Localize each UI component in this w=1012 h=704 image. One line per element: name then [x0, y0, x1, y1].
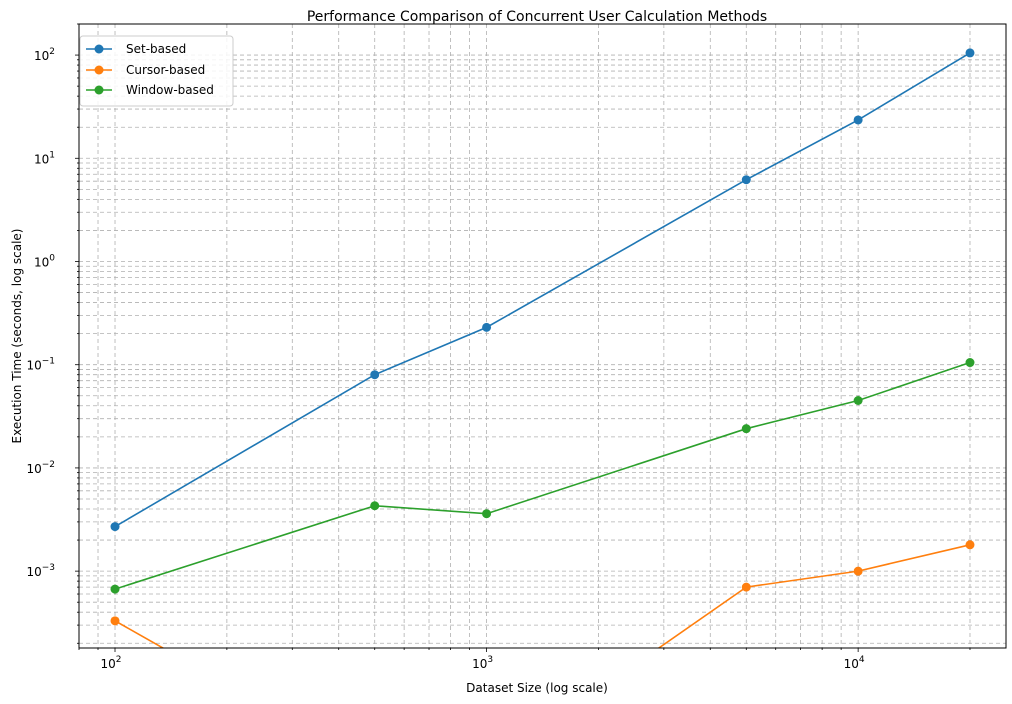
data-point-window-based — [482, 509, 492, 519]
data-point-set-based — [965, 48, 975, 58]
series-line-cursor-based — [114, 544, 971, 648]
data-point-set-based — [110, 522, 120, 532]
y-axis-label: Execution Time (seconds, log scale) — [10, 229, 24, 444]
data-point-set-based — [853, 115, 863, 125]
legend-marker-cursor-based — [94, 65, 104, 75]
series-line-set-based — [114, 52, 971, 528]
data-point-set-based — [370, 370, 380, 380]
series-layer — [114, 52, 971, 648]
data-point-window-based — [370, 501, 380, 511]
data-point-window-based — [853, 396, 863, 406]
data-point-window-based — [110, 584, 120, 594]
data-point-window-based — [741, 424, 751, 434]
chart-title: Performance Comparison of Concurrent Use… — [307, 9, 767, 25]
data-point-cursor-based — [741, 582, 751, 592]
legend-box — [79, 35, 234, 107]
legend-marker-set-based — [94, 44, 104, 54]
data-point-cursor-based — [965, 540, 975, 550]
data-point-set-based — [482, 322, 492, 332]
plot-frame — [78, 23, 1007, 649]
x-axis-label: Dataset Size (log scale) — [466, 681, 608, 695]
data-point-cursor-based — [853, 566, 863, 576]
data-point-set-based — [741, 175, 751, 185]
legend-label-cursor-based: Cursor-based — [126, 63, 205, 77]
series-line-window-based — [114, 361, 971, 590]
legend-label-set-based: Set-based — [126, 42, 186, 56]
grid — [78, 23, 1006, 648]
legend-marker-window-based — [94, 85, 104, 95]
data-point-cursor-based — [110, 616, 120, 626]
legend: Set-based Cursor-based Window-based — [79, 35, 234, 107]
data-point-window-based — [965, 358, 975, 368]
marker-layer — [110, 48, 975, 626]
legend-label-window-based: Window-based — [126, 83, 214, 97]
